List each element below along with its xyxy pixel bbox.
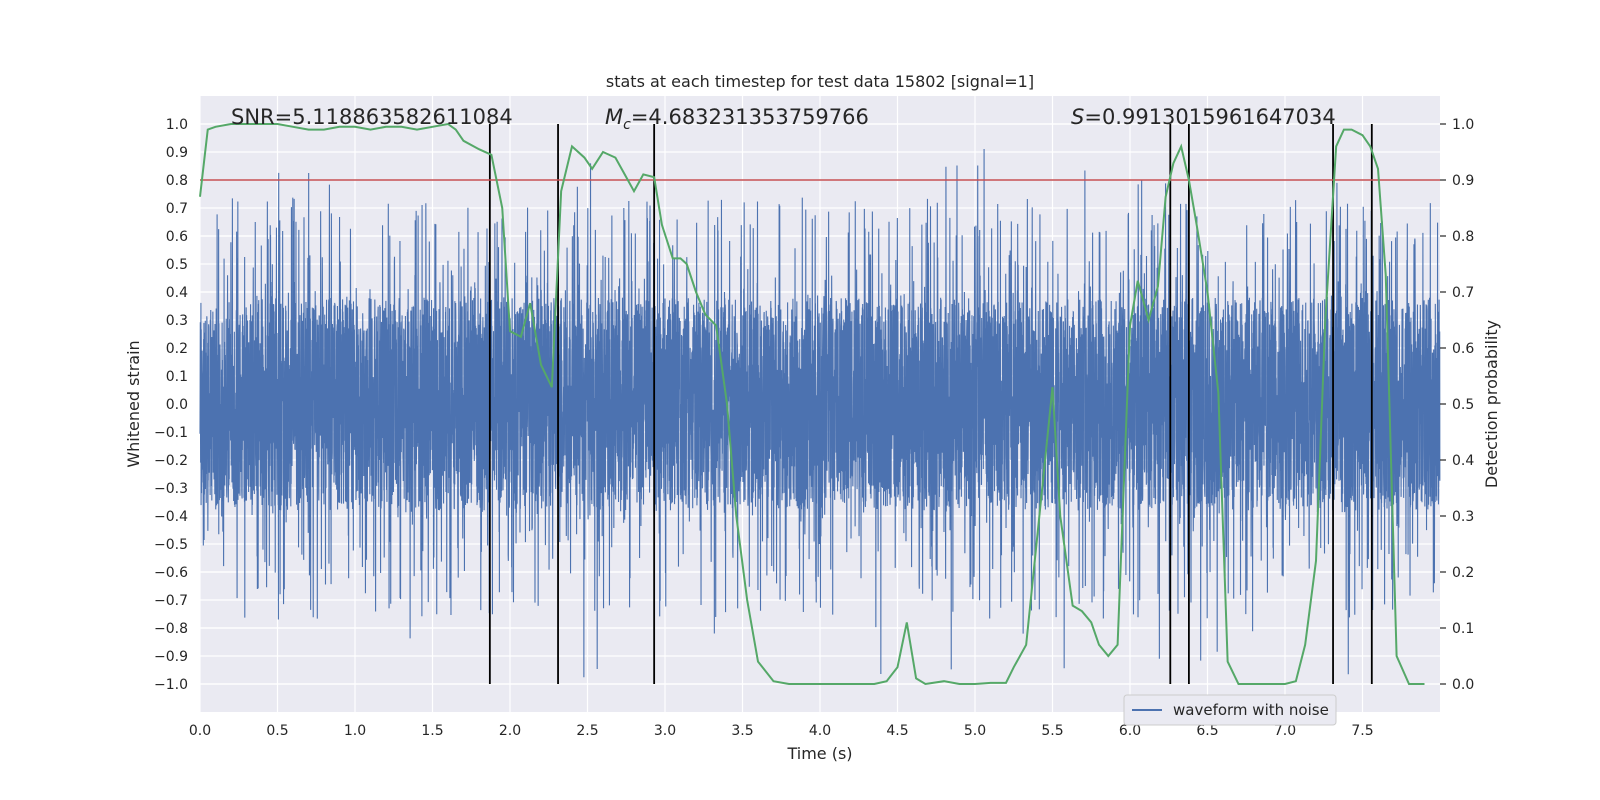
- chirp-mass-annotation: Mc=4.683231353759766: [605, 105, 869, 133]
- y-axis-ticks: 1.0 0.9 0.8 0.7 0.6 0.5 0.4 0.3 0.2 0.1 0.0 −0.1 −0.…: [154, 117, 188, 693]
- legend-label: waveform with noise: [1173, 701, 1329, 719]
- x-tick-label: 0.5: [266, 723, 288, 739]
- y-tick-label: −0.9: [154, 649, 188, 665]
- y2-tick-label: 0.2: [1452, 565, 1474, 581]
- y-tick-label: 0.9: [166, 145, 188, 161]
- y2-tick-label: 0.3: [1452, 509, 1474, 525]
- x-tick-label: 7.5: [1351, 723, 1373, 739]
- y-tick-label: 0.6: [166, 229, 188, 245]
- y2-tick-label: 0.0: [1452, 677, 1474, 693]
- y-tick-label: 1.0: [166, 117, 188, 133]
- chart-title: stats at each timestep for test data 158…: [606, 72, 1034, 91]
- y-tick-label: 0.0: [166, 397, 188, 413]
- y-axis-label: Whitened strain: [124, 340, 143, 467]
- y-tick-label: 0.4: [166, 285, 188, 301]
- y-tick-label: −0.2: [154, 453, 188, 469]
- y-tick-label: 0.5: [166, 257, 188, 273]
- y-tick-label: −0.4: [154, 509, 188, 525]
- y-tick-label: −0.5: [154, 537, 188, 553]
- y2-tick-label: 0.4: [1452, 453, 1474, 469]
- y-tick-label: −0.1: [154, 425, 188, 441]
- y2-tick-label: 0.5: [1452, 397, 1474, 413]
- x-axis-label: Time (s): [786, 744, 852, 763]
- y2-tick-label: 0.7: [1452, 285, 1474, 301]
- x-tick-label: 6.0: [1119, 723, 1141, 739]
- x-tick-label: 2.5: [576, 723, 598, 739]
- snr-annotation: SNR=5.118863582611084: [231, 105, 513, 129]
- y-tick-label: 0.8: [166, 173, 188, 189]
- y-tick-label: 0.1: [166, 369, 188, 385]
- y2-axis-label: Detection probability: [1482, 320, 1501, 488]
- legend: waveform with noise: [1123, 694, 1337, 726]
- waveform-series: [199, 149, 1441, 678]
- chirp-mass-symbol: M: [605, 105, 623, 129]
- y-tick-label: 0.3: [166, 313, 188, 329]
- y-tick-label: −1.0: [154, 677, 188, 693]
- y-tick-label: −0.3: [154, 481, 188, 497]
- x-tick-label: 3.0: [654, 723, 676, 739]
- y2-axis-ticks: 1.0 0.9 0.8 0.7 0.6 0.5 0.4 0.3 0.2 0.1 0.0: [1440, 117, 1474, 693]
- y2-tick-label: 0.6: [1452, 341, 1474, 357]
- x-tick-label: 5.0: [964, 723, 986, 739]
- x-tick-label: 7.0: [1274, 723, 1296, 739]
- y2-tick-label: 0.1: [1452, 621, 1474, 637]
- x-tick-label: 1.5: [421, 723, 443, 739]
- chirp-mass-value: =4.683231353759766: [631, 105, 869, 129]
- x-tick-label: 4.0: [809, 723, 831, 739]
- x-tick-label: 5.5: [1041, 723, 1063, 739]
- s-value: =0.9913015961647034: [1084, 105, 1335, 129]
- s-symbol: S: [1071, 105, 1084, 129]
- x-tick-label: 0.0: [189, 723, 211, 739]
- y-tick-label: 0.2: [166, 341, 188, 357]
- vertical-markers: [488, 124, 1373, 684]
- x-axis-ticks: 0.0 0.5 1.0 1.5 2.0 2.5 3.0 3.5 4.0 4.5 5.0 5.5 6.0 6…: [189, 723, 1374, 739]
- x-tick-label: 3.5: [731, 723, 753, 739]
- y2-tick-label: 1.0: [1452, 117, 1474, 133]
- y-tick-label: 0.7: [166, 201, 188, 217]
- x-tick-label: 2.0: [499, 723, 521, 739]
- y-tick-label: −0.8: [154, 621, 188, 637]
- x-tick-label: 1.0: [344, 723, 366, 739]
- chirp-mass-subscript: c: [623, 117, 631, 133]
- y2-tick-label: 0.9: [1452, 173, 1474, 189]
- x-tick-label: 6.5: [1196, 723, 1218, 739]
- s-annotation: S=0.9913015961647034: [1071, 105, 1336, 129]
- legend-box: [1123, 694, 1337, 726]
- probability-series: [199, 122, 1425, 686]
- x-tick-label: 4.5: [886, 723, 908, 739]
- y2-tick-label: 0.8: [1452, 229, 1474, 245]
- y-tick-label: −0.6: [154, 565, 188, 581]
- y-tick-label: −0.7: [154, 593, 188, 609]
